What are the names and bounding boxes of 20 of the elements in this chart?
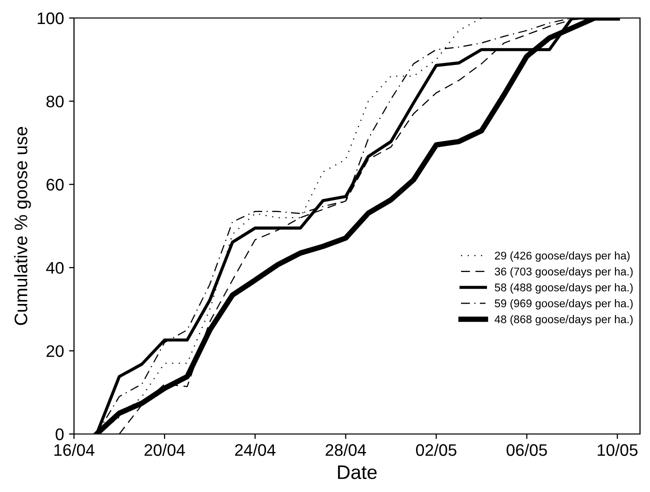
legend-label: 36 (703 goose/days per ha.)	[494, 267, 633, 278]
legend-label: 48 (868 goose/days per ha.)	[494, 315, 633, 326]
x-tick-label: 02/05	[416, 444, 456, 456]
y-tick-label: 80	[46, 96, 64, 108]
y-axis-title: Cumulative % goose use	[14, 126, 31, 325]
y-tick-label: 0	[56, 428, 64, 440]
legend-label: 58 (488 goose/days per ha.)	[494, 283, 633, 294]
legend-label: 29 (426 goose/days per ha)	[494, 251, 630, 262]
y-tick-label: 60	[46, 178, 64, 191]
x-tick-label: 06/05	[506, 444, 547, 456]
x-tick-label: 20/04	[144, 444, 185, 456]
x-tick-label: 10/05	[598, 444, 638, 456]
legend-label: 59 (969 goose/days per ha.)	[494, 299, 633, 310]
x-tick-label: 24/04	[235, 444, 276, 456]
x-axis-title: Date	[338, 466, 377, 480]
y-tick-label: 20	[46, 345, 64, 358]
y-tick-label: 100	[38, 12, 64, 24]
y-tick-label: 40	[46, 262, 64, 274]
x-tick-label: 28/04	[326, 444, 366, 456]
x-tick-label: 16/04	[54, 444, 94, 456]
